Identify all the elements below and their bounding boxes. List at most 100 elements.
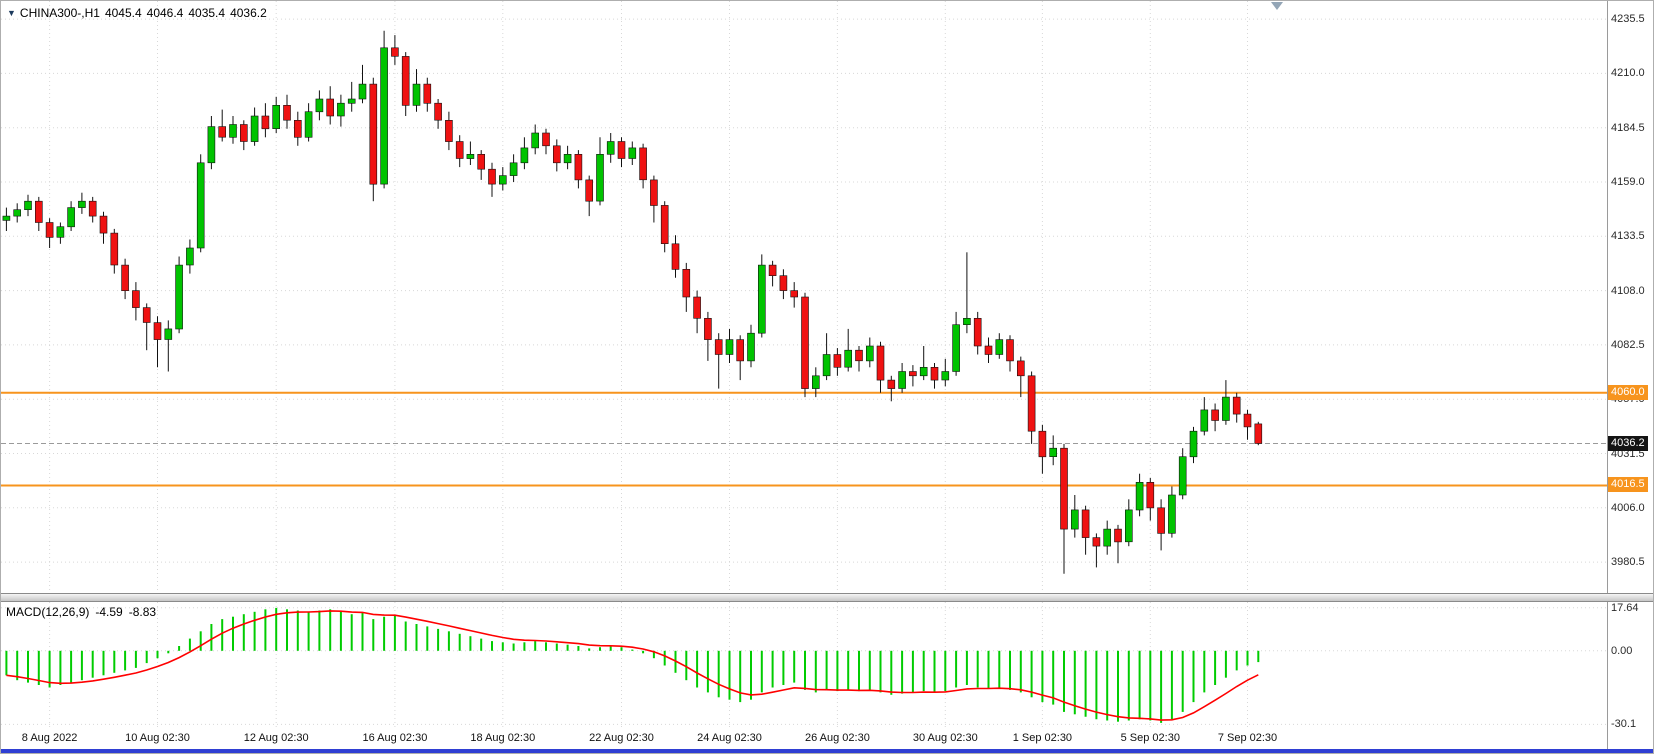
candle <box>283 94 291 129</box>
time-tick-label: 22 Aug 02:30 <box>589 732 654 744</box>
candle <box>1092 533 1101 568</box>
candle <box>261 103 270 138</box>
candle <box>218 109 226 142</box>
macd-tick-label: 0.00 <box>1611 644 1633 657</box>
candle <box>1081 505 1090 555</box>
candle <box>520 137 529 170</box>
candle <box>736 335 745 381</box>
candle <box>369 77 378 202</box>
candle <box>822 333 831 381</box>
candle <box>56 222 65 244</box>
candle <box>1211 403 1219 432</box>
candle <box>423 77 432 112</box>
candle <box>13 203 21 223</box>
candle <box>984 337 993 363</box>
time-tick-label: 30 Aug 02:30 <box>912 732 978 744</box>
candle <box>250 107 259 146</box>
price-tick-label: 4235.5 <box>1611 13 1645 26</box>
macd-tick-label: 17.64 <box>1611 601 1639 614</box>
candle <box>855 346 863 372</box>
candle <box>1006 335 1014 372</box>
price-tick-label: 4006.0 <box>1611 501 1645 514</box>
candle <box>142 303 151 351</box>
candle <box>725 328 734 363</box>
time-tick-label: 1 Sep 02:30 <box>1012 732 1073 744</box>
symbol-dropdown-icon[interactable]: ▼ <box>7 8 16 18</box>
candle <box>1038 424 1047 474</box>
candle <box>1125 499 1133 547</box>
candle <box>714 333 723 389</box>
level-price-badge: 4060.0 <box>1608 384 1648 400</box>
candle <box>995 333 1004 359</box>
candle <box>1071 495 1079 538</box>
candle <box>963 252 971 334</box>
candle <box>391 35 399 65</box>
candle <box>801 292 809 398</box>
candle <box>682 262 691 312</box>
candle <box>898 363 906 393</box>
candle <box>617 137 626 168</box>
candle <box>919 346 928 381</box>
candle <box>2 207 11 231</box>
candle <box>1114 524 1122 564</box>
candlestick-chart <box>1 1 1609 593</box>
candle <box>498 167 507 191</box>
chart-shift-marker-icon[interactable] <box>1271 2 1283 10</box>
price-tick-label: 4031.5 <box>1611 447 1645 460</box>
candle <box>88 196 97 223</box>
candle <box>628 141 637 165</box>
candle <box>693 290 701 334</box>
time-axis[interactable]: 8 Aug 2022 10 Aug 02:30 12 Aug 02:30 16 Aug… <box>1 729 1609 749</box>
candle <box>1232 392 1241 423</box>
candle <box>671 235 680 278</box>
candle <box>930 363 939 389</box>
candle <box>412 69 421 112</box>
candle <box>704 311 712 361</box>
candle <box>132 282 140 321</box>
candle <box>1103 520 1111 555</box>
macd-indicator-chart <box>1 602 1609 729</box>
candle <box>455 135 464 168</box>
candle <box>477 150 486 180</box>
level-price-badge: 4016.5 <box>1608 477 1648 493</box>
macd-indicator-label: MACD(12,26,9) <box>6 605 90 619</box>
candle <box>272 96 281 133</box>
candle <box>110 228 119 274</box>
candle <box>445 111 453 151</box>
candle <box>175 256 183 334</box>
open-value: 4045.4 <box>104 6 142 20</box>
candle <box>574 150 583 189</box>
price-tick-label: 4108.0 <box>1611 284 1645 297</box>
candle <box>531 124 540 155</box>
macd-signal-value: -8.83 <box>128 605 157 619</box>
candle <box>606 133 615 163</box>
candle <box>240 120 248 151</box>
low-value: 4035.4 <box>188 6 226 20</box>
candle <box>466 141 475 165</box>
candle <box>1135 473 1144 517</box>
candle <box>596 137 604 206</box>
time-tick-label: 16 Aug 02:30 <box>362 732 428 744</box>
bottom-edge-bar <box>1 749 1653 753</box>
candle <box>887 375 896 402</box>
candle <box>207 116 216 170</box>
pane-separator[interactable] <box>1 593 1653 602</box>
price-chart-pane[interactable] <box>1 1 1609 593</box>
candle <box>747 324 755 368</box>
candle <box>1200 397 1209 436</box>
candle <box>779 269 788 300</box>
price-axis[interactable]: 4235.5 4210.0 4184.5 4159.0 4133.5 4108.0 4082… <box>1607 1 1653 749</box>
candle <box>229 116 237 144</box>
candle <box>768 260 777 287</box>
candle <box>865 337 874 368</box>
macd-pane[interactable]: MACD(12,26,9) -4.59 -8.83 <box>1 602 1609 729</box>
candle <box>509 154 518 182</box>
candle <box>952 311 960 376</box>
candle <box>488 162 496 197</box>
candle <box>563 145 572 170</box>
candle <box>844 328 853 372</box>
candle <box>293 111 302 146</box>
candle <box>164 320 173 372</box>
candle <box>186 239 194 274</box>
